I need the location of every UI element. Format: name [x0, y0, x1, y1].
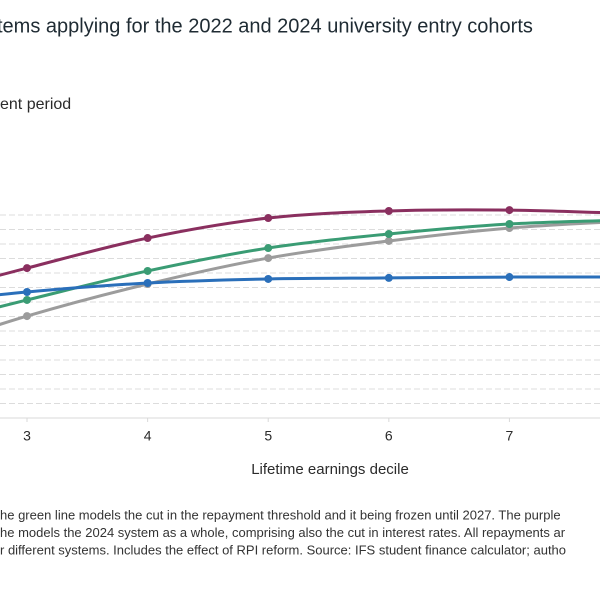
series-line — [0, 275, 600, 297]
data-point — [264, 244, 273, 253]
x-tick-label: 7 — [506, 428, 514, 444]
data-point — [384, 229, 393, 238]
data-point — [23, 295, 32, 304]
data-point — [505, 219, 514, 228]
footnote: r different systems. Includes the effect… — [0, 542, 566, 557]
data-point — [264, 214, 273, 223]
data-point — [23, 312, 32, 321]
data-point — [143, 266, 152, 275]
chart-subtitle: ent period — [0, 96, 71, 113]
data-point — [384, 206, 393, 215]
data-point — [384, 236, 393, 245]
x-tick-label: 3 — [23, 428, 31, 444]
data-point — [505, 273, 514, 282]
chart-title: tems applying for the 2022 and 2024 univ… — [0, 15, 533, 37]
x-axis-label: Lifetime earnings decile — [251, 461, 409, 478]
x-tick-label: 4 — [144, 428, 152, 444]
data-point — [264, 274, 273, 283]
footnote: he green line models the cut in the repa… — [0, 507, 561, 522]
data-point — [384, 273, 393, 282]
data-point — [143, 234, 152, 243]
data-point — [143, 279, 152, 288]
x-tick-label: 5 — [264, 428, 272, 444]
footnote: he models the 2024 system as a whole, co… — [0, 525, 566, 540]
data-point — [264, 254, 273, 263]
data-point — [23, 264, 32, 273]
data-point — [505, 206, 514, 215]
x-tick-label: 6 — [385, 428, 393, 444]
data-point — [23, 287, 32, 296]
